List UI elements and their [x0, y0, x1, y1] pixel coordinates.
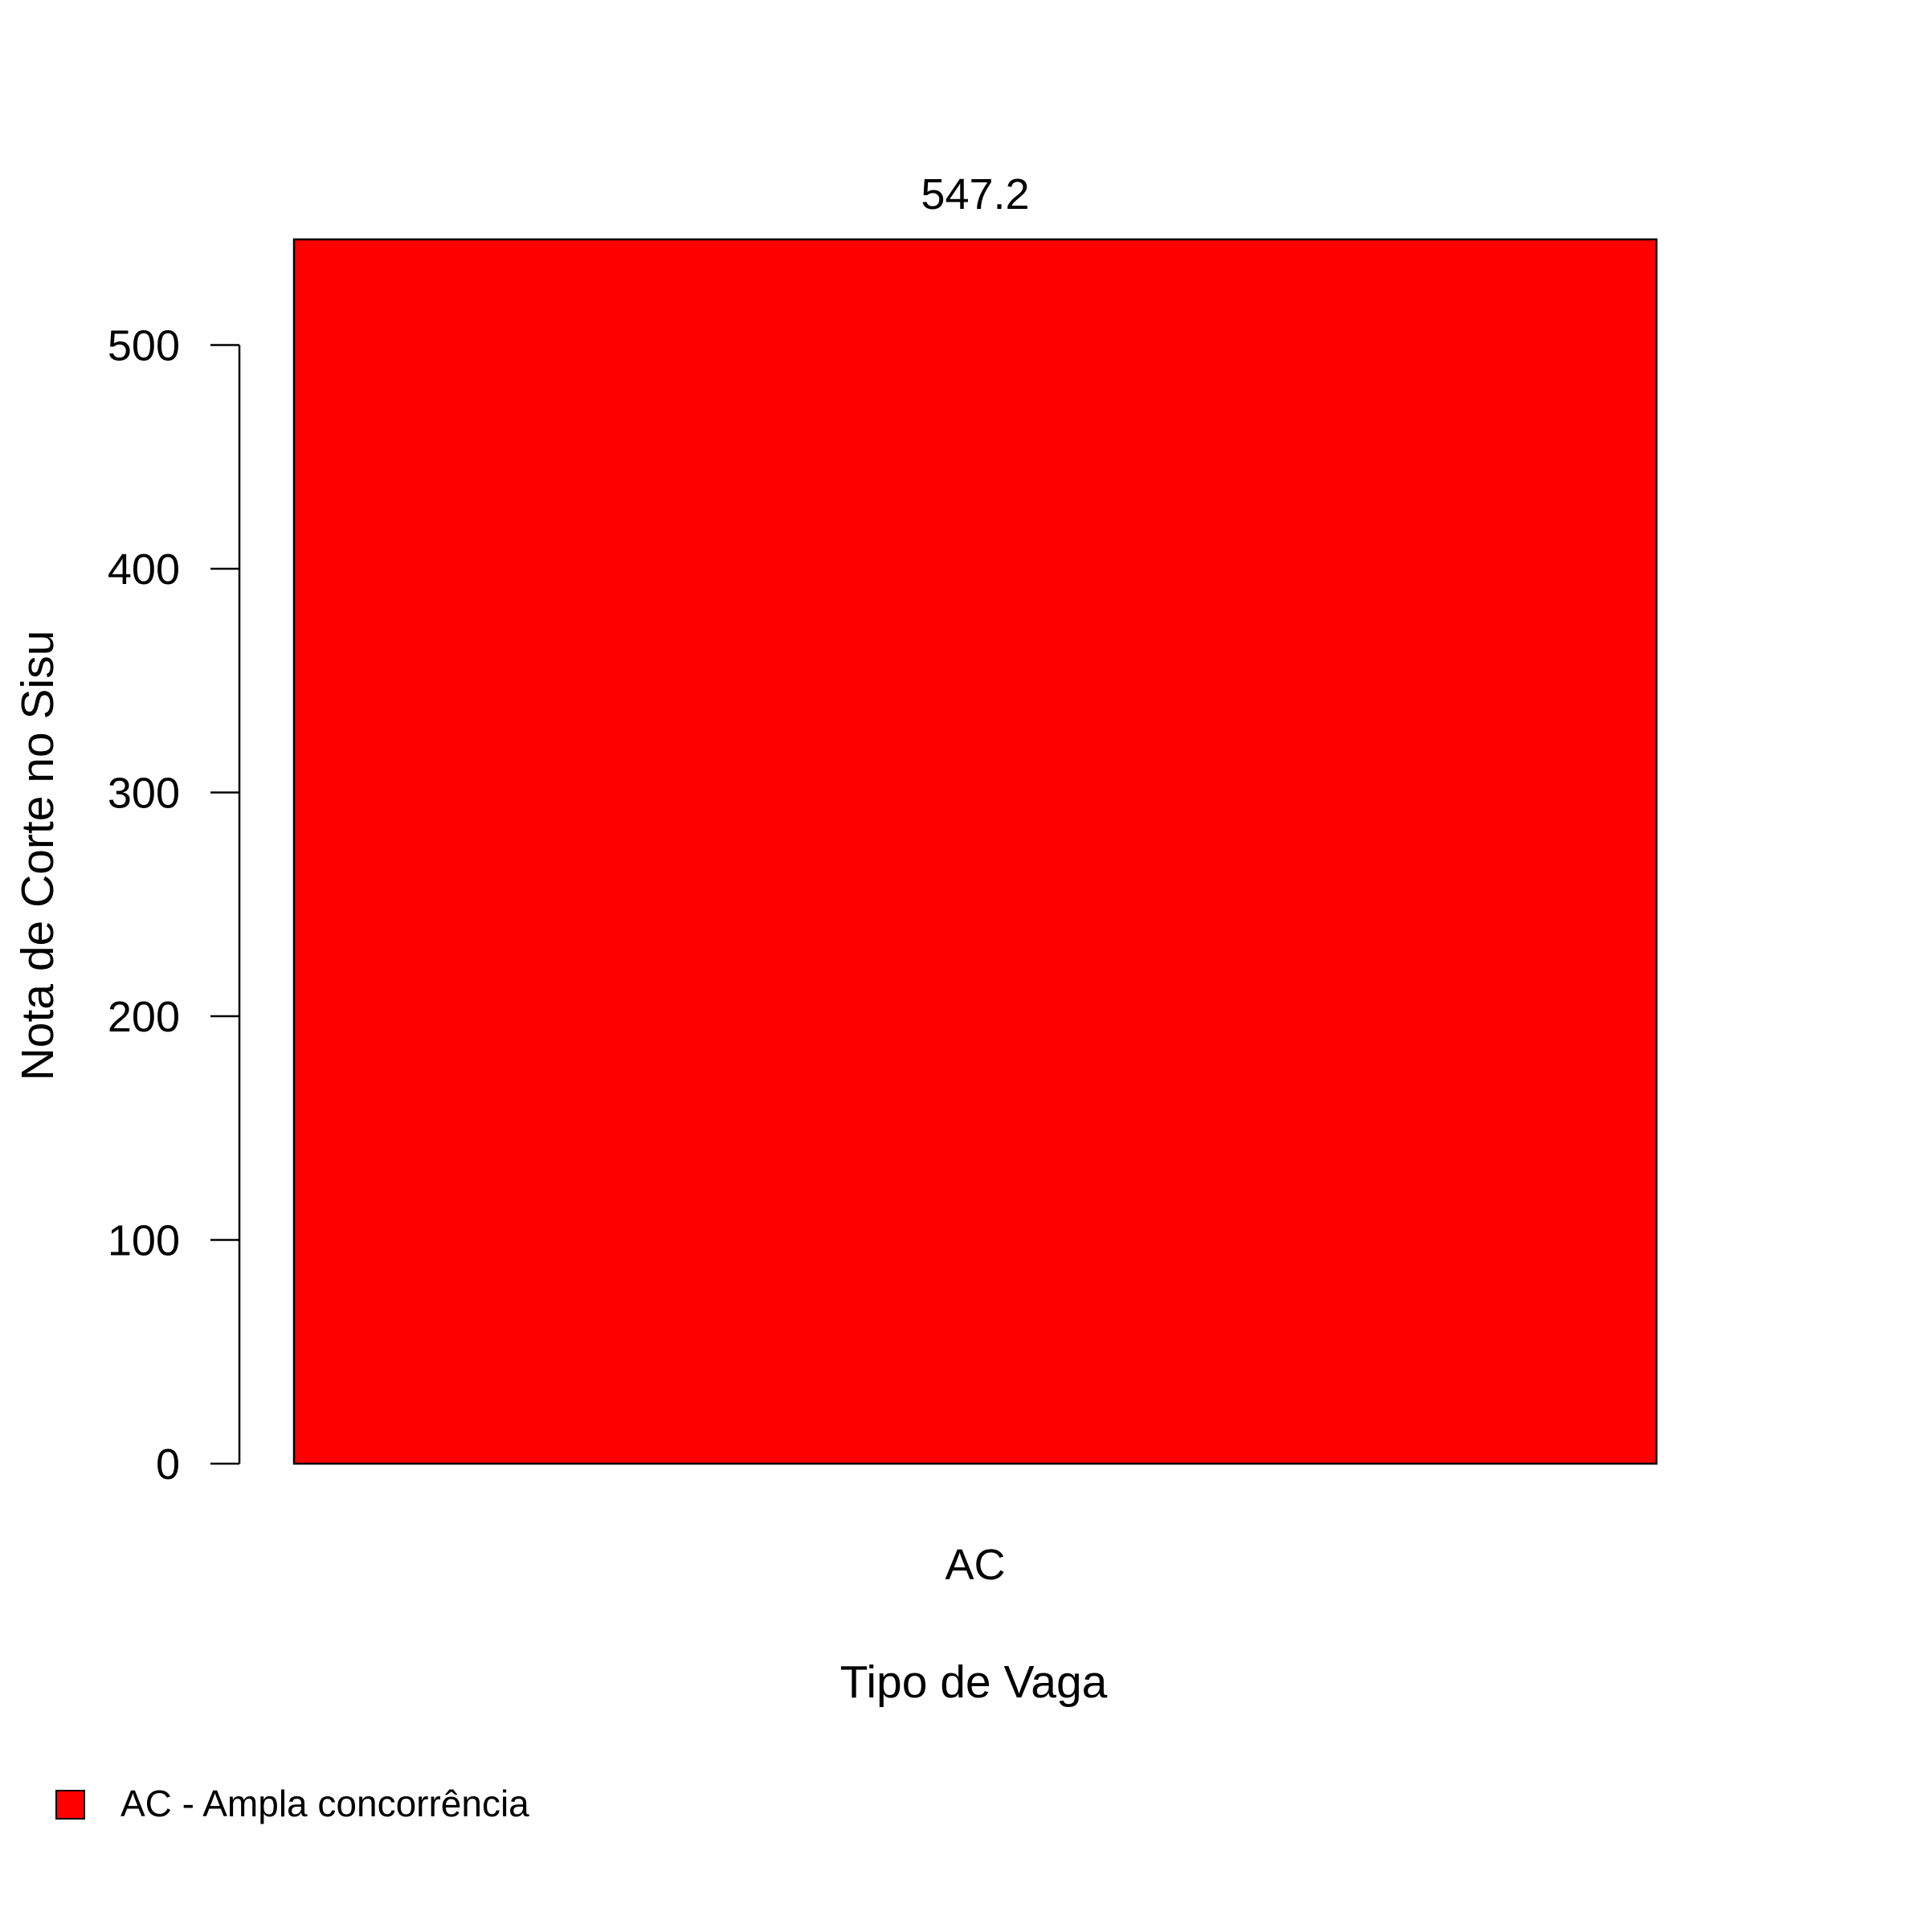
legend-swatch	[55, 1790, 85, 1820]
y-tick-label: 100	[108, 1216, 180, 1264]
y-tick-label: 400	[108, 545, 180, 594]
y-tick-label: 300	[108, 769, 180, 817]
y-tick-label: 500	[108, 321, 180, 370]
y-tick-label: 0	[156, 1440, 180, 1489]
legend-label: AC - Ampla concorrência	[120, 1783, 529, 1824]
y-axis-title: Nota de Corte no Sisu	[12, 631, 63, 1081]
bar-value-label: 547.2	[921, 170, 1029, 219]
x-tick-label: AC	[945, 1541, 1005, 1589]
legend: AC - Ampla concorrência	[55, 1783, 529, 1824]
y-tick-label: 200	[108, 993, 180, 1041]
bars: 547.2	[292, 170, 1658, 1465]
y-axis: 0 100 200 300 400 500	[108, 321, 241, 1489]
x-tick-labels: AC	[945, 1541, 1005, 1589]
x-axis-title: Tipo de Vaga	[840, 1656, 1108, 1708]
bar	[292, 238, 1658, 1465]
